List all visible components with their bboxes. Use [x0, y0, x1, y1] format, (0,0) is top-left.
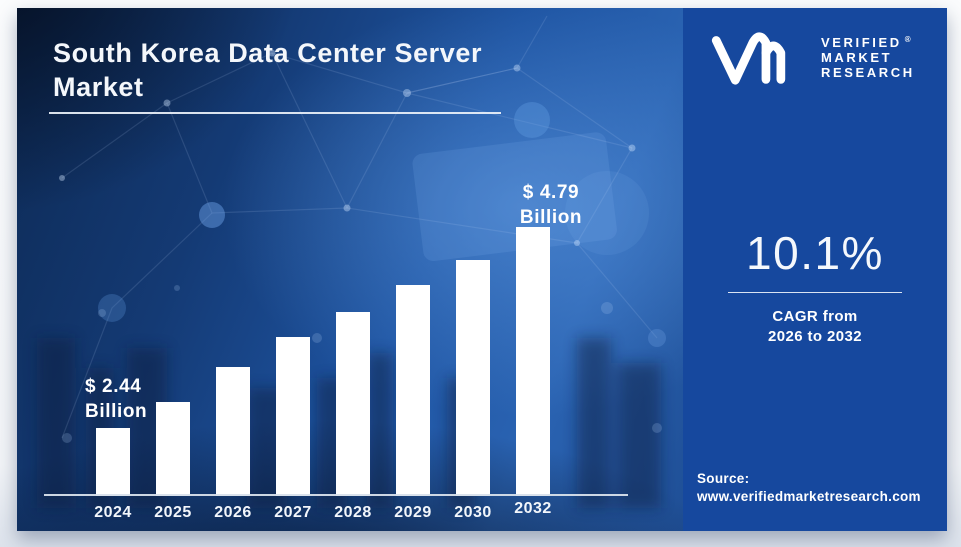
x-tick-2032: 2032	[514, 500, 552, 517]
bar-cell-2025	[143, 402, 203, 496]
x-axis-line	[44, 494, 628, 496]
x-tick-2028: 2028	[334, 504, 372, 521]
bar-2032	[516, 227, 550, 496]
stat-divider	[728, 292, 902, 293]
registered-trademark: ®	[904, 34, 911, 44]
bar-cell-2027	[263, 337, 323, 496]
bar-2029	[396, 285, 430, 496]
x-tick-2026: 2026	[214, 504, 252, 521]
x-tick-2030: 2030	[454, 504, 492, 521]
title-underline	[49, 112, 501, 114]
brand-name-line2: MARKET	[821, 49, 893, 65]
source-label: Source:	[697, 471, 750, 486]
page-title: South Korea Data Center Server Market	[53, 38, 483, 102]
bar-chart	[83, 227, 563, 496]
bar-value-label-2024: $ 2.44 Billion	[85, 376, 148, 422]
infographic: South Korea Data Center Server Market 20…	[17, 8, 947, 531]
bar-2025	[156, 402, 190, 496]
bar-2026	[216, 367, 250, 496]
brand-name: VERIFIED ® MARKET RESEARCH	[821, 35, 915, 80]
bar-cell-2028	[323, 312, 383, 496]
source-url: www.verifiedmarketresearch.com	[697, 489, 921, 504]
x-tick-2025: 2025	[154, 504, 192, 521]
cagr-caption-line2: 2026 to 2032	[767, 328, 863, 345]
brand-name-line1: VERIFIED	[821, 34, 902, 50]
bar-cell-2032	[503, 227, 563, 496]
source-attribution: Source: www.verifiedmarketresearch.com	[697, 470, 921, 506]
bar-cell-2026	[203, 367, 263, 496]
bar-2030	[456, 260, 490, 496]
brand-panel: VERIFIED ® MARKET RESEARCH 10.1% CAGR fro…	[683, 8, 947, 531]
bar-2027	[276, 337, 310, 496]
bar-2028	[336, 312, 370, 496]
bar-value-label-2032: $ 4.79 Billion	[519, 182, 583, 228]
brand-name-line3: RESEARCH	[821, 64, 915, 80]
chart-panel: South Korea Data Center Server Market 20…	[17, 8, 683, 531]
cagr-stat: 10.1% CAGR from 2026 to 2032	[683, 226, 947, 347]
bar-cell-2029	[383, 285, 443, 496]
bar-cell-2024	[83, 428, 143, 496]
bar-cell-2030	[443, 260, 503, 496]
x-axis-labels: 2024 2025 2026 2027 2028 2029 2030 2032	[83, 500, 563, 522]
cagr-caption-line1: CAGR from	[772, 308, 858, 325]
cagr-value: 10.1%	[746, 227, 884, 279]
vmr-monogram-icon	[711, 32, 786, 85]
x-tick-2029: 2029	[394, 504, 432, 521]
brand-logo: VERIFIED ® MARKET RESEARCH	[697, 28, 915, 86]
bar-2024	[96, 428, 130, 496]
x-tick-2027: 2027	[274, 504, 312, 521]
x-tick-2024: 2024	[94, 504, 132, 521]
